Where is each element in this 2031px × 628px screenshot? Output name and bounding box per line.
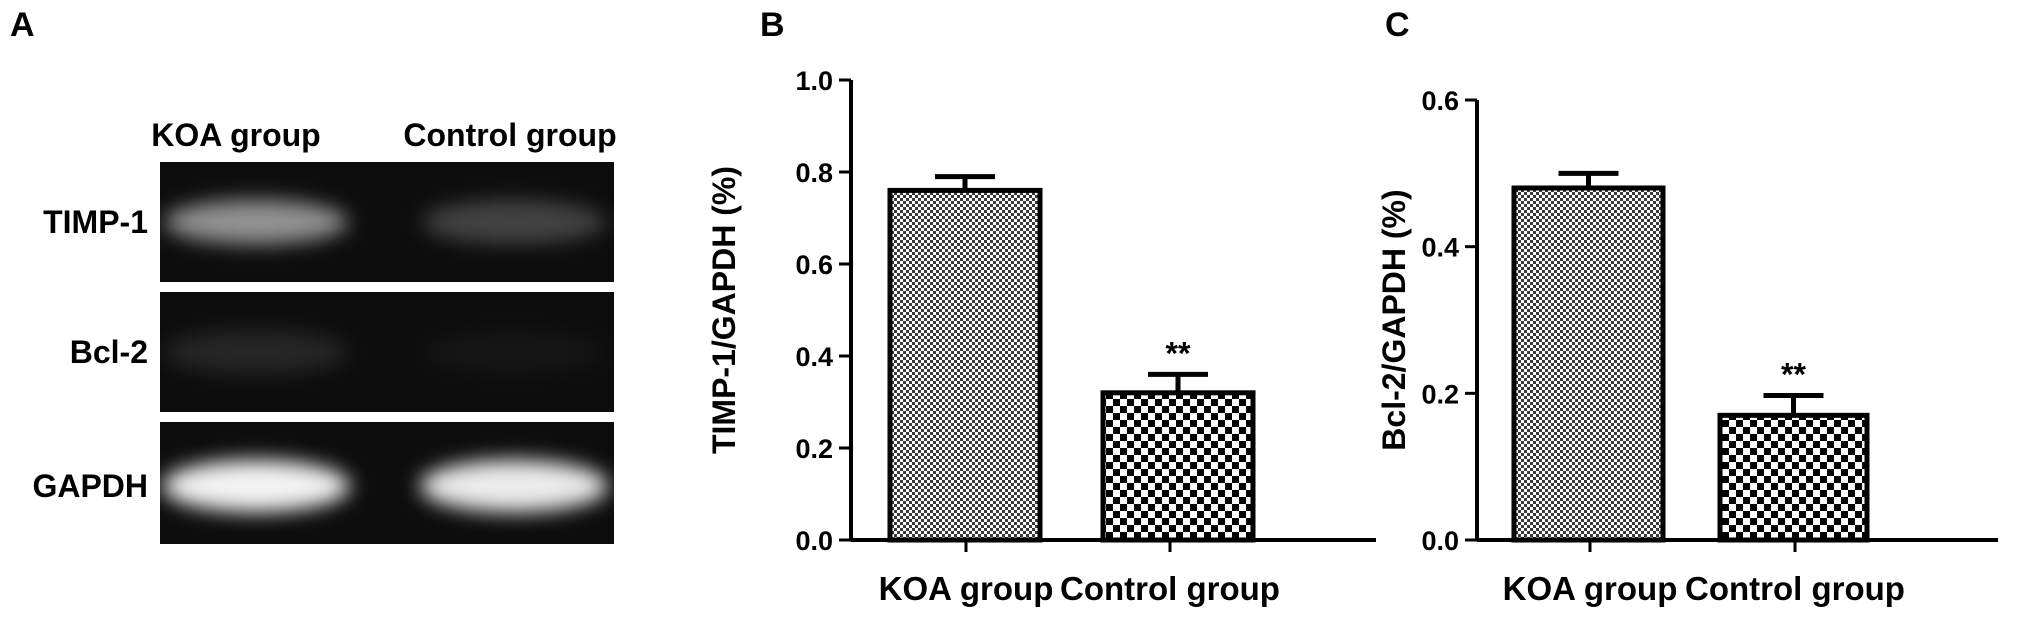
gel-column-label-koa: KOA group	[151, 117, 320, 153]
y-tick-label: 0.6	[1421, 86, 1459, 116]
y-tick-label: 0.4	[1421, 233, 1459, 263]
y-tick-label: 1.0	[795, 66, 833, 96]
panel-letter-c: C	[1385, 6, 1410, 44]
gel-row-label-bcl2: Bcl-2	[70, 334, 148, 370]
gel-row-bcl2: Bcl-2	[70, 292, 614, 412]
x-category-label: KOA group	[1503, 570, 1678, 607]
bar-bcl2-control	[1717, 412, 1870, 543]
y-tick-label: 0.4	[795, 342, 833, 372]
bar-bcl2-koa	[1511, 185, 1666, 543]
y-axis-title: Bcl-2/GAPDH (%)	[1376, 189, 1412, 450]
gel-row-timp1: TIMP-1	[43, 162, 614, 282]
gel-band-bcl2-koa	[164, 330, 348, 374]
gel-band-gapdh-koa	[162, 460, 350, 512]
panel-letter-a: A	[10, 6, 35, 44]
significance-label: **	[1781, 357, 1806, 393]
gel-row-label-gapdh: GAPDH	[32, 468, 148, 504]
gel-panel: A KOA group Control group TIMP-1 Bcl-2 G…	[10, 6, 617, 544]
y-tick-label: 0.0	[1421, 526, 1459, 556]
bar-chart-bcl2: C 0.0 0.2 0.4 0.6 KOA group Control group ** Bcl…	[1376, 6, 1998, 607]
y-tick-label: 0.2	[795, 434, 833, 464]
y-tick-label: 0.2	[1421, 379, 1459, 409]
y-tick-label: 0.8	[795, 158, 833, 188]
gel-band-gapdh-control	[420, 460, 608, 512]
gel-band-timp1-koa	[164, 200, 348, 244]
panel-letter-b: B	[760, 6, 785, 44]
y-tick-label: 0.0	[795, 526, 833, 556]
x-category-label: Control group	[1060, 570, 1280, 607]
gel-row-gapdh: GAPDH	[32, 422, 614, 544]
y-axis-title: TIMP-1/GAPDH (%)	[706, 166, 742, 454]
bar-timp1-control	[1100, 390, 1256, 543]
gel-column-label-control: Control group	[403, 117, 616, 153]
gel-row-label-timp1: TIMP-1	[43, 204, 148, 240]
x-category-label: KOA group	[879, 570, 1054, 607]
gel-band-timp1-control	[422, 200, 606, 244]
bar-chart-timp1: B 0.0 0.2 0.4 0.6 0.8 1.0 KOA group Control grou…	[706, 6, 1376, 607]
significance-label: **	[1166, 335, 1191, 371]
bar-timp1-koa	[887, 187, 1043, 543]
x-category-label: Control group	[1685, 570, 1905, 607]
y-tick-label: 0.6	[795, 250, 833, 280]
gel-band-bcl2-control	[422, 330, 606, 374]
